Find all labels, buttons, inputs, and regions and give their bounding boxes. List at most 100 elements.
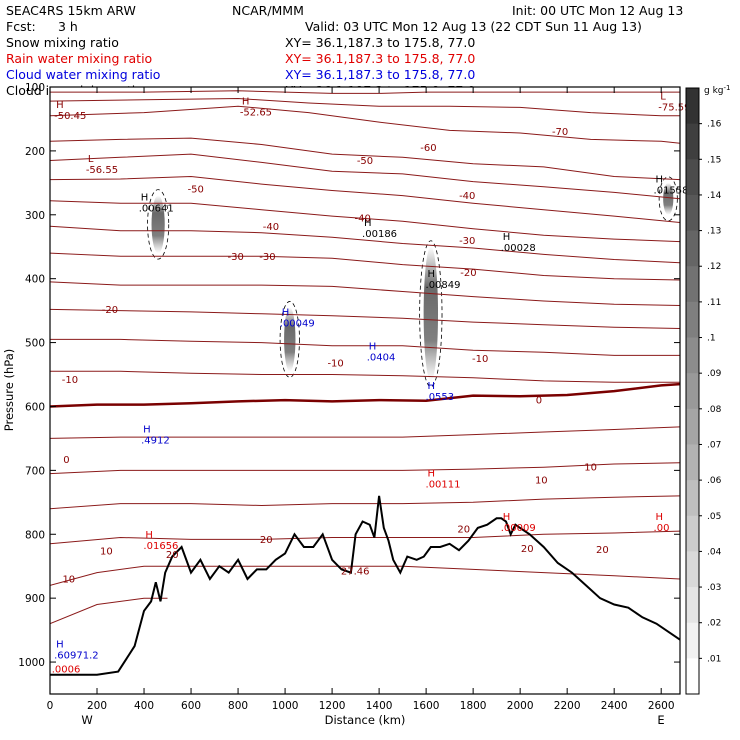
isotherm-label: -40 xyxy=(459,191,475,202)
x-tick-label: 800 xyxy=(228,700,248,712)
isotherm-label: 20 xyxy=(260,535,273,546)
colorbar-swatch xyxy=(686,123,699,160)
freezing-level-line xyxy=(50,382,680,408)
fcst-label: Fcst: xyxy=(6,19,36,34)
isotherm-label: 10 xyxy=(584,463,597,474)
extremum-symbol: H xyxy=(56,100,64,111)
snow-ice-core xyxy=(284,307,296,372)
isotherm-line xyxy=(50,597,168,625)
init-time: Init: 00 UTC Mon 12 Aug 13 xyxy=(512,3,683,18)
colorbar-swatch xyxy=(686,515,699,552)
extremum-value: .00 xyxy=(654,523,670,534)
x-tick-label: 1600 xyxy=(413,700,440,712)
colorbar-frame xyxy=(685,87,700,695)
snow-ice-core-outline xyxy=(419,240,443,388)
isotherm-label: 10 xyxy=(62,574,75,585)
x-tick-label: 1000 xyxy=(272,700,299,712)
extremum-value: .00049 xyxy=(280,318,315,329)
isotherm-line xyxy=(50,225,680,264)
colorbar-tick-label: .12 xyxy=(707,262,721,272)
colorbar-swatch xyxy=(686,159,699,196)
extremum-value: .0404 xyxy=(367,352,396,363)
extremum-value: .00641 xyxy=(139,203,174,214)
isotherm-label: -50 xyxy=(357,156,373,167)
extremum-value: .00009 xyxy=(501,523,536,534)
y-tick-label: 500 xyxy=(25,338,45,350)
isotherm-line xyxy=(50,137,680,181)
y-tick-label: 100 xyxy=(25,82,45,94)
extremum-value: 27.46 xyxy=(341,566,370,577)
x-tick-label: 2400 xyxy=(601,700,628,712)
isotherm-line xyxy=(50,200,680,243)
legend-field-xy: XY= 36.1,187.3 to 175.8, 77.0 xyxy=(285,35,475,50)
y-tick-label: 200 xyxy=(25,146,45,158)
extremum-value: .01656 xyxy=(143,541,178,552)
extremum-value: .60971.2 xyxy=(54,651,99,662)
isotherm-label: -10 xyxy=(62,375,78,386)
isotherm-line xyxy=(50,175,680,223)
x-tick-label: 2600 xyxy=(648,700,675,712)
extremum-symbol: L xyxy=(88,154,94,165)
colorbar-swatch xyxy=(686,551,699,588)
colorbar-tick-label: .11 xyxy=(707,298,721,308)
extremum-symbol: H xyxy=(145,530,153,541)
extremum-symbol: H xyxy=(141,192,149,203)
colorbar-swatch xyxy=(686,337,699,374)
isotherm-line xyxy=(50,495,680,510)
colorbar-tick-label: .09 xyxy=(707,369,722,379)
isotherm-contours xyxy=(50,90,680,625)
extremum-value: -75.59 xyxy=(658,102,690,113)
x-tick-label: 1400 xyxy=(366,700,393,712)
extremum-value: -52.65 xyxy=(240,108,272,119)
extremum-symbol: H xyxy=(56,640,64,651)
isotherm-label: -60 xyxy=(420,143,436,154)
isotherm-label: -10 xyxy=(472,354,488,365)
center-name: NCAR/MMM xyxy=(232,3,304,18)
isotherm-label: -40 xyxy=(354,213,370,224)
x-tick-label: 0 xyxy=(47,700,54,712)
x-axis-label: Distance (km) xyxy=(325,713,406,727)
snow-ice-core xyxy=(663,182,674,215)
x-tick-label: 2000 xyxy=(507,700,534,712)
y-tick-label: 600 xyxy=(25,401,45,413)
isotherm-label: 0 xyxy=(63,455,69,466)
legend-field-xy: XY= 36.1,187.3 to 175.8, 77.0 xyxy=(285,51,475,66)
valid-time: Valid: 03 UTC Mon 12 Aug 13 (22 CDT Sun … xyxy=(305,19,642,34)
snow-ice-core-outline xyxy=(279,301,300,378)
y-tick-label: 800 xyxy=(25,529,45,541)
colorbar-swatch xyxy=(686,658,699,695)
isotherm-line xyxy=(50,426,680,439)
colorbar-unit: g kg-1 xyxy=(704,84,730,96)
isotherm-label: -70 xyxy=(552,127,568,138)
isotherm-line xyxy=(50,281,680,306)
colorbar-swatch xyxy=(686,373,699,410)
extremum-value: .00186 xyxy=(362,229,397,240)
extremum-symbol: H xyxy=(656,175,664,186)
x-endpoint-west: W xyxy=(81,713,92,727)
isotherm-line xyxy=(50,530,680,545)
terrain-profile xyxy=(50,495,680,676)
extremum-symbol: H xyxy=(242,97,250,108)
y-tick-label: 900 xyxy=(25,593,45,605)
extremum-value: .00028 xyxy=(501,243,536,254)
isotherm-label: 10 xyxy=(100,546,113,557)
isotherm-label: -10 xyxy=(327,359,343,370)
colorbar-swatch xyxy=(686,480,699,517)
colorbar: .16 .15 .14 .13 .12 .11 .1 .09 .08 .07 .06 .05 .04 .0… xyxy=(685,87,722,695)
x-tick-label: 400 xyxy=(134,700,154,712)
isotherm-labels: -70 -60 -50 -50 -40 -40 -40 -30 -30 -30 -20 -20 -10 -… xyxy=(62,127,609,585)
colorbar-tick-label: .03 xyxy=(707,583,721,593)
extremum-symbol: H xyxy=(428,269,436,280)
extremum-value: .00111 xyxy=(426,479,461,490)
y-axis-label: Pressure (hPa) xyxy=(2,349,16,432)
extremum-value: .01558 xyxy=(654,186,689,197)
isotherm-label: -20 xyxy=(460,268,476,279)
extremum-symbol: H xyxy=(503,232,511,243)
y-tick-label: 1000 xyxy=(18,657,45,669)
colorbar-tick-label: .07 xyxy=(707,440,721,450)
y-tick-label: 300 xyxy=(25,210,45,222)
x-tick-label: 600 xyxy=(181,700,201,712)
snow-ice-core-outline xyxy=(147,189,170,260)
isotherm-label: -40 xyxy=(263,222,279,233)
isotherm-line xyxy=(50,97,680,117)
